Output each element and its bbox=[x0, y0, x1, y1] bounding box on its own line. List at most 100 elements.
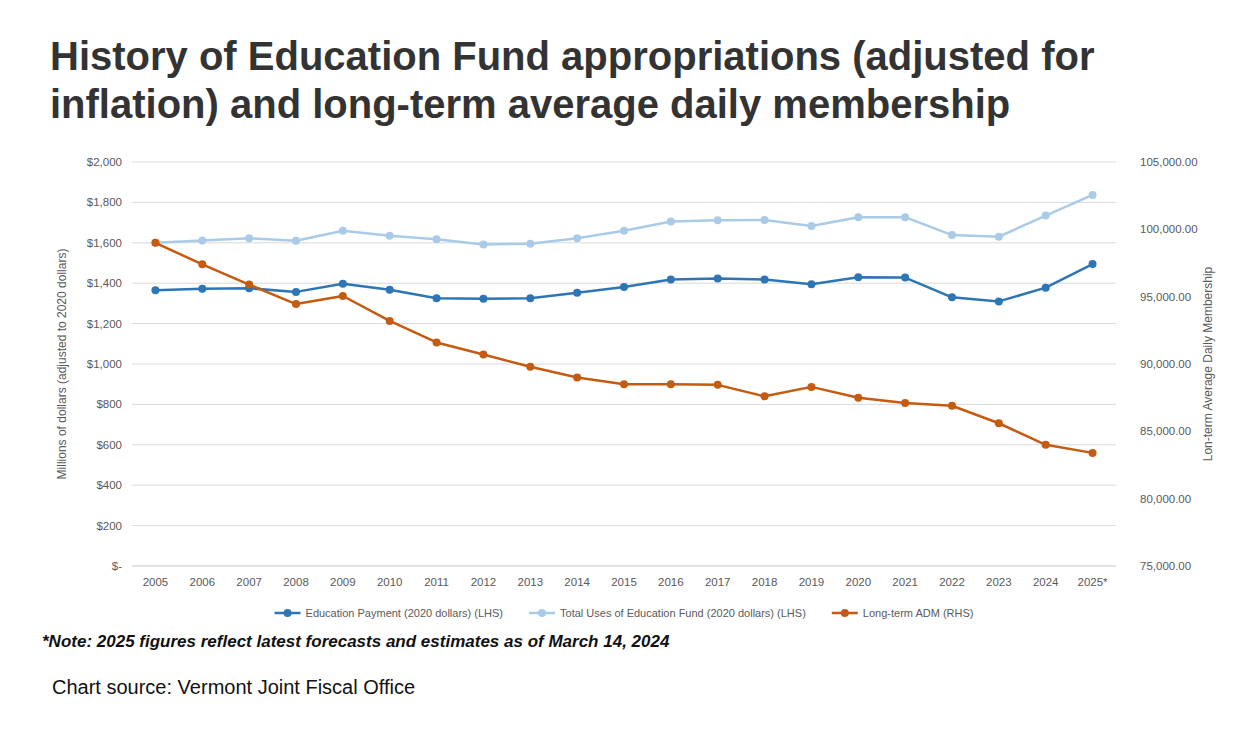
series-point bbox=[761, 392, 769, 400]
plot-area bbox=[151, 191, 1096, 457]
y-tick-label: $1,600 bbox=[87, 237, 122, 249]
y2-tick bbox=[1116, 364, 1119, 365]
series-point bbox=[995, 233, 1003, 241]
series-point bbox=[526, 294, 534, 302]
y-tick-label: $1,200 bbox=[87, 318, 122, 330]
legend: Education Payment (2020 dollars) (LHS) To… bbox=[275, 607, 974, 619]
series-point bbox=[292, 300, 300, 308]
x-tick-label: 2021 bbox=[892, 576, 918, 588]
series-point bbox=[714, 275, 722, 283]
chart: $-$200$400$600$800$1,000$1,200$1,400$1,6… bbox=[0, 0, 1260, 739]
series-point bbox=[761, 276, 769, 284]
x-tick-label: 2025* bbox=[1078, 576, 1109, 588]
y2-tick-label: 105,000.00 bbox=[1140, 156, 1198, 168]
series-point bbox=[761, 216, 769, 224]
x-tick-label: 2018 bbox=[752, 576, 778, 588]
x-tick-label: 2017 bbox=[705, 576, 731, 588]
series-point bbox=[339, 280, 347, 288]
x-tick-label: 2022 bbox=[939, 576, 965, 588]
y-tick-label: $400 bbox=[96, 479, 122, 491]
legend-item: Education Payment (2020 dollars) (LHS) bbox=[275, 607, 503, 619]
series-point bbox=[573, 234, 581, 242]
grid-line bbox=[132, 364, 1116, 365]
series-point bbox=[901, 213, 909, 221]
y2-tick-label: 75,000.00 bbox=[1140, 560, 1191, 572]
y-tick-label: $2,000 bbox=[87, 156, 122, 168]
series-point bbox=[386, 286, 394, 294]
series-point bbox=[948, 231, 956, 239]
series-point bbox=[292, 288, 300, 296]
x-tick-label: 2014 bbox=[564, 576, 590, 588]
y2-axis-title: Lon-term Average Daily Membership bbox=[1201, 266, 1215, 461]
legend-marker bbox=[538, 609, 546, 617]
series-point bbox=[526, 240, 534, 248]
series-point bbox=[854, 213, 862, 221]
grid-line bbox=[132, 162, 1116, 163]
y-tick-label: $- bbox=[112, 560, 122, 572]
x-tick-label: 2011 bbox=[424, 576, 449, 588]
series-point bbox=[433, 294, 441, 302]
x-tick-label: 2008 bbox=[283, 576, 309, 588]
series-point bbox=[667, 380, 675, 388]
y2-tick-label: 80,000.00 bbox=[1140, 493, 1191, 505]
x-tick-label: 2013 bbox=[517, 576, 543, 588]
x-tick-label: 2010 bbox=[377, 576, 403, 588]
series-point bbox=[995, 297, 1003, 305]
series-point bbox=[245, 281, 253, 289]
series-point bbox=[807, 383, 815, 391]
y2-tick bbox=[1116, 162, 1119, 163]
legend-item: Total Uses of Education Fund (2020 dolla… bbox=[529, 607, 806, 619]
series-point bbox=[948, 402, 956, 410]
x-axis-line bbox=[132, 566, 1116, 567]
series-point bbox=[807, 222, 815, 230]
grid-line bbox=[132, 444, 1116, 445]
y2-tick bbox=[1116, 431, 1119, 432]
series-point bbox=[1042, 284, 1050, 292]
legend-marker bbox=[841, 609, 849, 617]
series-point bbox=[901, 274, 909, 282]
x-tick-label: 2015 bbox=[611, 576, 637, 588]
series-point bbox=[245, 234, 253, 242]
x-tick-label: 2020 bbox=[845, 576, 871, 588]
series-point bbox=[620, 380, 628, 388]
grid-line bbox=[132, 404, 1116, 405]
series-point bbox=[433, 338, 441, 346]
series-point bbox=[339, 292, 347, 300]
series-point bbox=[339, 227, 347, 235]
series-point bbox=[995, 419, 1003, 427]
x-tick-label: 2023 bbox=[986, 576, 1012, 588]
y-tick-label: $200 bbox=[96, 520, 122, 532]
series-point bbox=[714, 216, 722, 224]
series-point bbox=[198, 236, 206, 244]
series-point bbox=[854, 273, 862, 281]
legend-label: Total Uses of Education Fund (2020 dolla… bbox=[560, 607, 806, 619]
series-point bbox=[854, 394, 862, 402]
series-point bbox=[1042, 441, 1050, 449]
y2-tick bbox=[1116, 498, 1119, 499]
y-tick-label: $1,000 bbox=[87, 358, 122, 370]
grid-line bbox=[132, 323, 1116, 324]
series-point bbox=[433, 235, 441, 243]
series-point bbox=[151, 239, 159, 247]
x-tick-label: 2012 bbox=[471, 576, 497, 588]
series-point bbox=[667, 276, 675, 284]
series-line bbox=[155, 264, 1092, 301]
y-axis-title: Millions of dollars (adjusted to 2020 do… bbox=[55, 249, 69, 480]
series-point bbox=[526, 363, 534, 371]
series-point bbox=[151, 286, 159, 294]
grid-line bbox=[132, 485, 1116, 486]
series-point bbox=[948, 293, 956, 301]
series-point bbox=[479, 240, 487, 248]
series-point bbox=[479, 351, 487, 359]
series-point bbox=[714, 381, 722, 389]
x-tick-label: 2016 bbox=[658, 576, 684, 588]
legend-label: Long-term ADM (RHS) bbox=[863, 607, 974, 619]
note: *Note: 2025 figures reflect latest forec… bbox=[42, 632, 669, 652]
y2-tick-label: 85,000.00 bbox=[1140, 425, 1191, 437]
x-tick-label: 2006 bbox=[189, 576, 215, 588]
chart-title: History of Education Fund appropriations… bbox=[50, 32, 1200, 128]
source: Chart source: Vermont Joint Fiscal Offic… bbox=[52, 676, 415, 699]
y-tick-label: $600 bbox=[96, 439, 122, 451]
x-tick-label: 2024 bbox=[1033, 576, 1059, 588]
series-point bbox=[620, 227, 628, 235]
